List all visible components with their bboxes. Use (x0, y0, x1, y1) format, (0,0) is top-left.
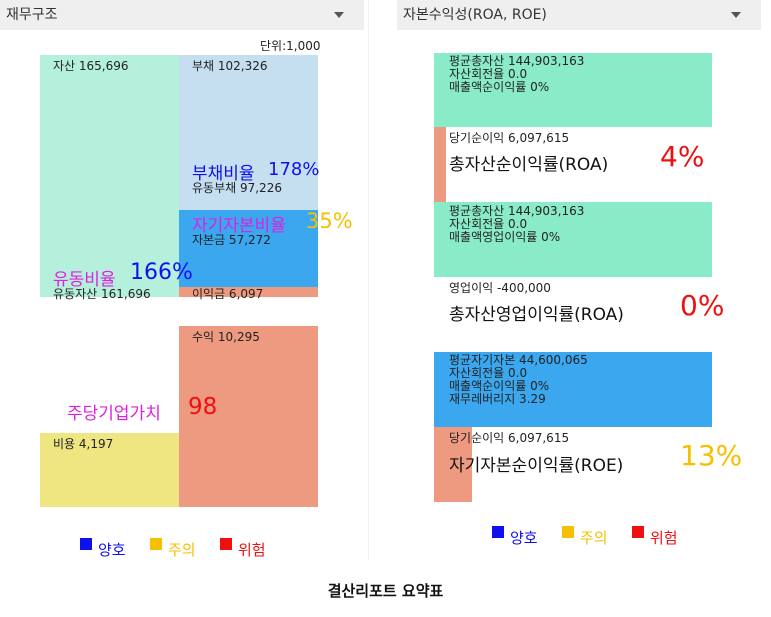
report-title: 결산리포트 요약표 (327, 582, 444, 600)
current-ratio-title: 유동비율 (53, 270, 116, 290)
roa1-assets-block (434, 53, 712, 127)
expense-block (40, 433, 179, 507)
liabilities-label: 부채 102,326 (192, 59, 268, 73)
roa2-line-1: 평균총자산 144,903,163 (449, 204, 585, 218)
legend-danger-swatch (632, 526, 644, 538)
debt-ratio-value: 178% (268, 159, 320, 180)
roa1-line-1: 평균총자산 144,903,163 (449, 54, 585, 68)
roa1-line-2: 자산회전율 0.0 (449, 67, 528, 81)
roe-line-1: 평균자기자본 44,600,065 (449, 353, 588, 367)
dropdown-label: 자본수익성(ROA, ROE) (403, 7, 547, 23)
roa2-line-3: 매출액영업이익률 0% (449, 230, 561, 244)
roe-equity-block (434, 352, 712, 427)
assets-block (40, 55, 179, 297)
unit-label: 단위:1,000 (260, 39, 321, 53)
roa1-title: 총자산순이익률(ROA) (449, 155, 609, 175)
current-assets-label: 유동자산 161,696 (53, 287, 151, 301)
roa1-income-label: 당기순이익 6,097,615 (449, 131, 570, 145)
roa2-title: 총자산영업이익률(ROA) (449, 305, 624, 325)
capital-label: 자본금 57,272 (192, 233, 271, 247)
current-liabilities-label: 유동부채 97,226 (192, 181, 282, 195)
legend-danger-label: 위험 (650, 529, 678, 547)
retained-earnings-label: 이익금 6,097 (192, 287, 264, 301)
roa2-value: 0% (680, 289, 725, 322)
legend-danger-label: 위험 (238, 541, 266, 559)
revenue-label: 수익 10,295 (192, 330, 260, 344)
enterprise-value-title: 주당기업가치 (67, 404, 161, 424)
panel-divider (368, 0, 369, 560)
equity-block (179, 210, 318, 287)
roe-line-2: 자산회전율 0.0 (449, 366, 528, 380)
roe-line-4: 재무레버리지 3.29 (449, 392, 546, 406)
equity-ratio-title: 자기자본비율 (192, 216, 286, 236)
roa2-assets-block (434, 202, 712, 277)
revenue-block (179, 326, 318, 507)
roe-value: 13% (680, 439, 743, 472)
retained-earnings-block (179, 287, 318, 297)
roa2-income-label: 영업이익 -400,000 (449, 281, 551, 295)
dropdown-label: 재무구조 (6, 7, 58, 23)
roe-income-bar (434, 427, 472, 502)
legend-caution-label: 주의 (168, 541, 196, 559)
liabilities-block (179, 55, 318, 210)
expense-label: 비용 4,197 (53, 437, 114, 451)
roa1-line-3: 매출액순이익률 0% (449, 80, 550, 94)
legend-caution-swatch (150, 538, 162, 550)
chevron-down-icon (731, 12, 741, 18)
assets-label: 자산 165,696 (53, 59, 129, 73)
roe-income-label: 당기순이익 6,097,615 (449, 431, 570, 445)
chevron-down-icon (334, 12, 344, 18)
financial-structure-dropdown[interactable]: 재무구조 (0, 0, 364, 30)
current-ratio-value: 166% (130, 260, 193, 285)
legend-good-label: 양호 (98, 541, 126, 559)
roa1-income-bar (434, 127, 446, 202)
legend-caution-swatch (562, 526, 574, 538)
legend-caution-label: 주의 (580, 529, 608, 547)
roa1-value: 4% (660, 140, 705, 173)
equity-ratio-value: 35% (306, 209, 353, 233)
roa2-line-2: 자산회전율 0.0 (449, 217, 528, 231)
legend-danger-swatch (220, 538, 232, 550)
roe-line-3: 매출액순이익률 0% (449, 379, 550, 393)
legend-good-swatch (492, 526, 504, 538)
legend-good-swatch (80, 538, 92, 550)
roe-title: 자기자본순이익률(ROE) (449, 456, 624, 476)
debt-ratio-title: 부채비율 (192, 164, 255, 184)
legend-good-label: 양호 (510, 529, 538, 547)
enterprise-value: 98 (188, 394, 218, 420)
profitability-dropdown[interactable]: 자본수익성(ROA, ROE) (397, 0, 761, 30)
